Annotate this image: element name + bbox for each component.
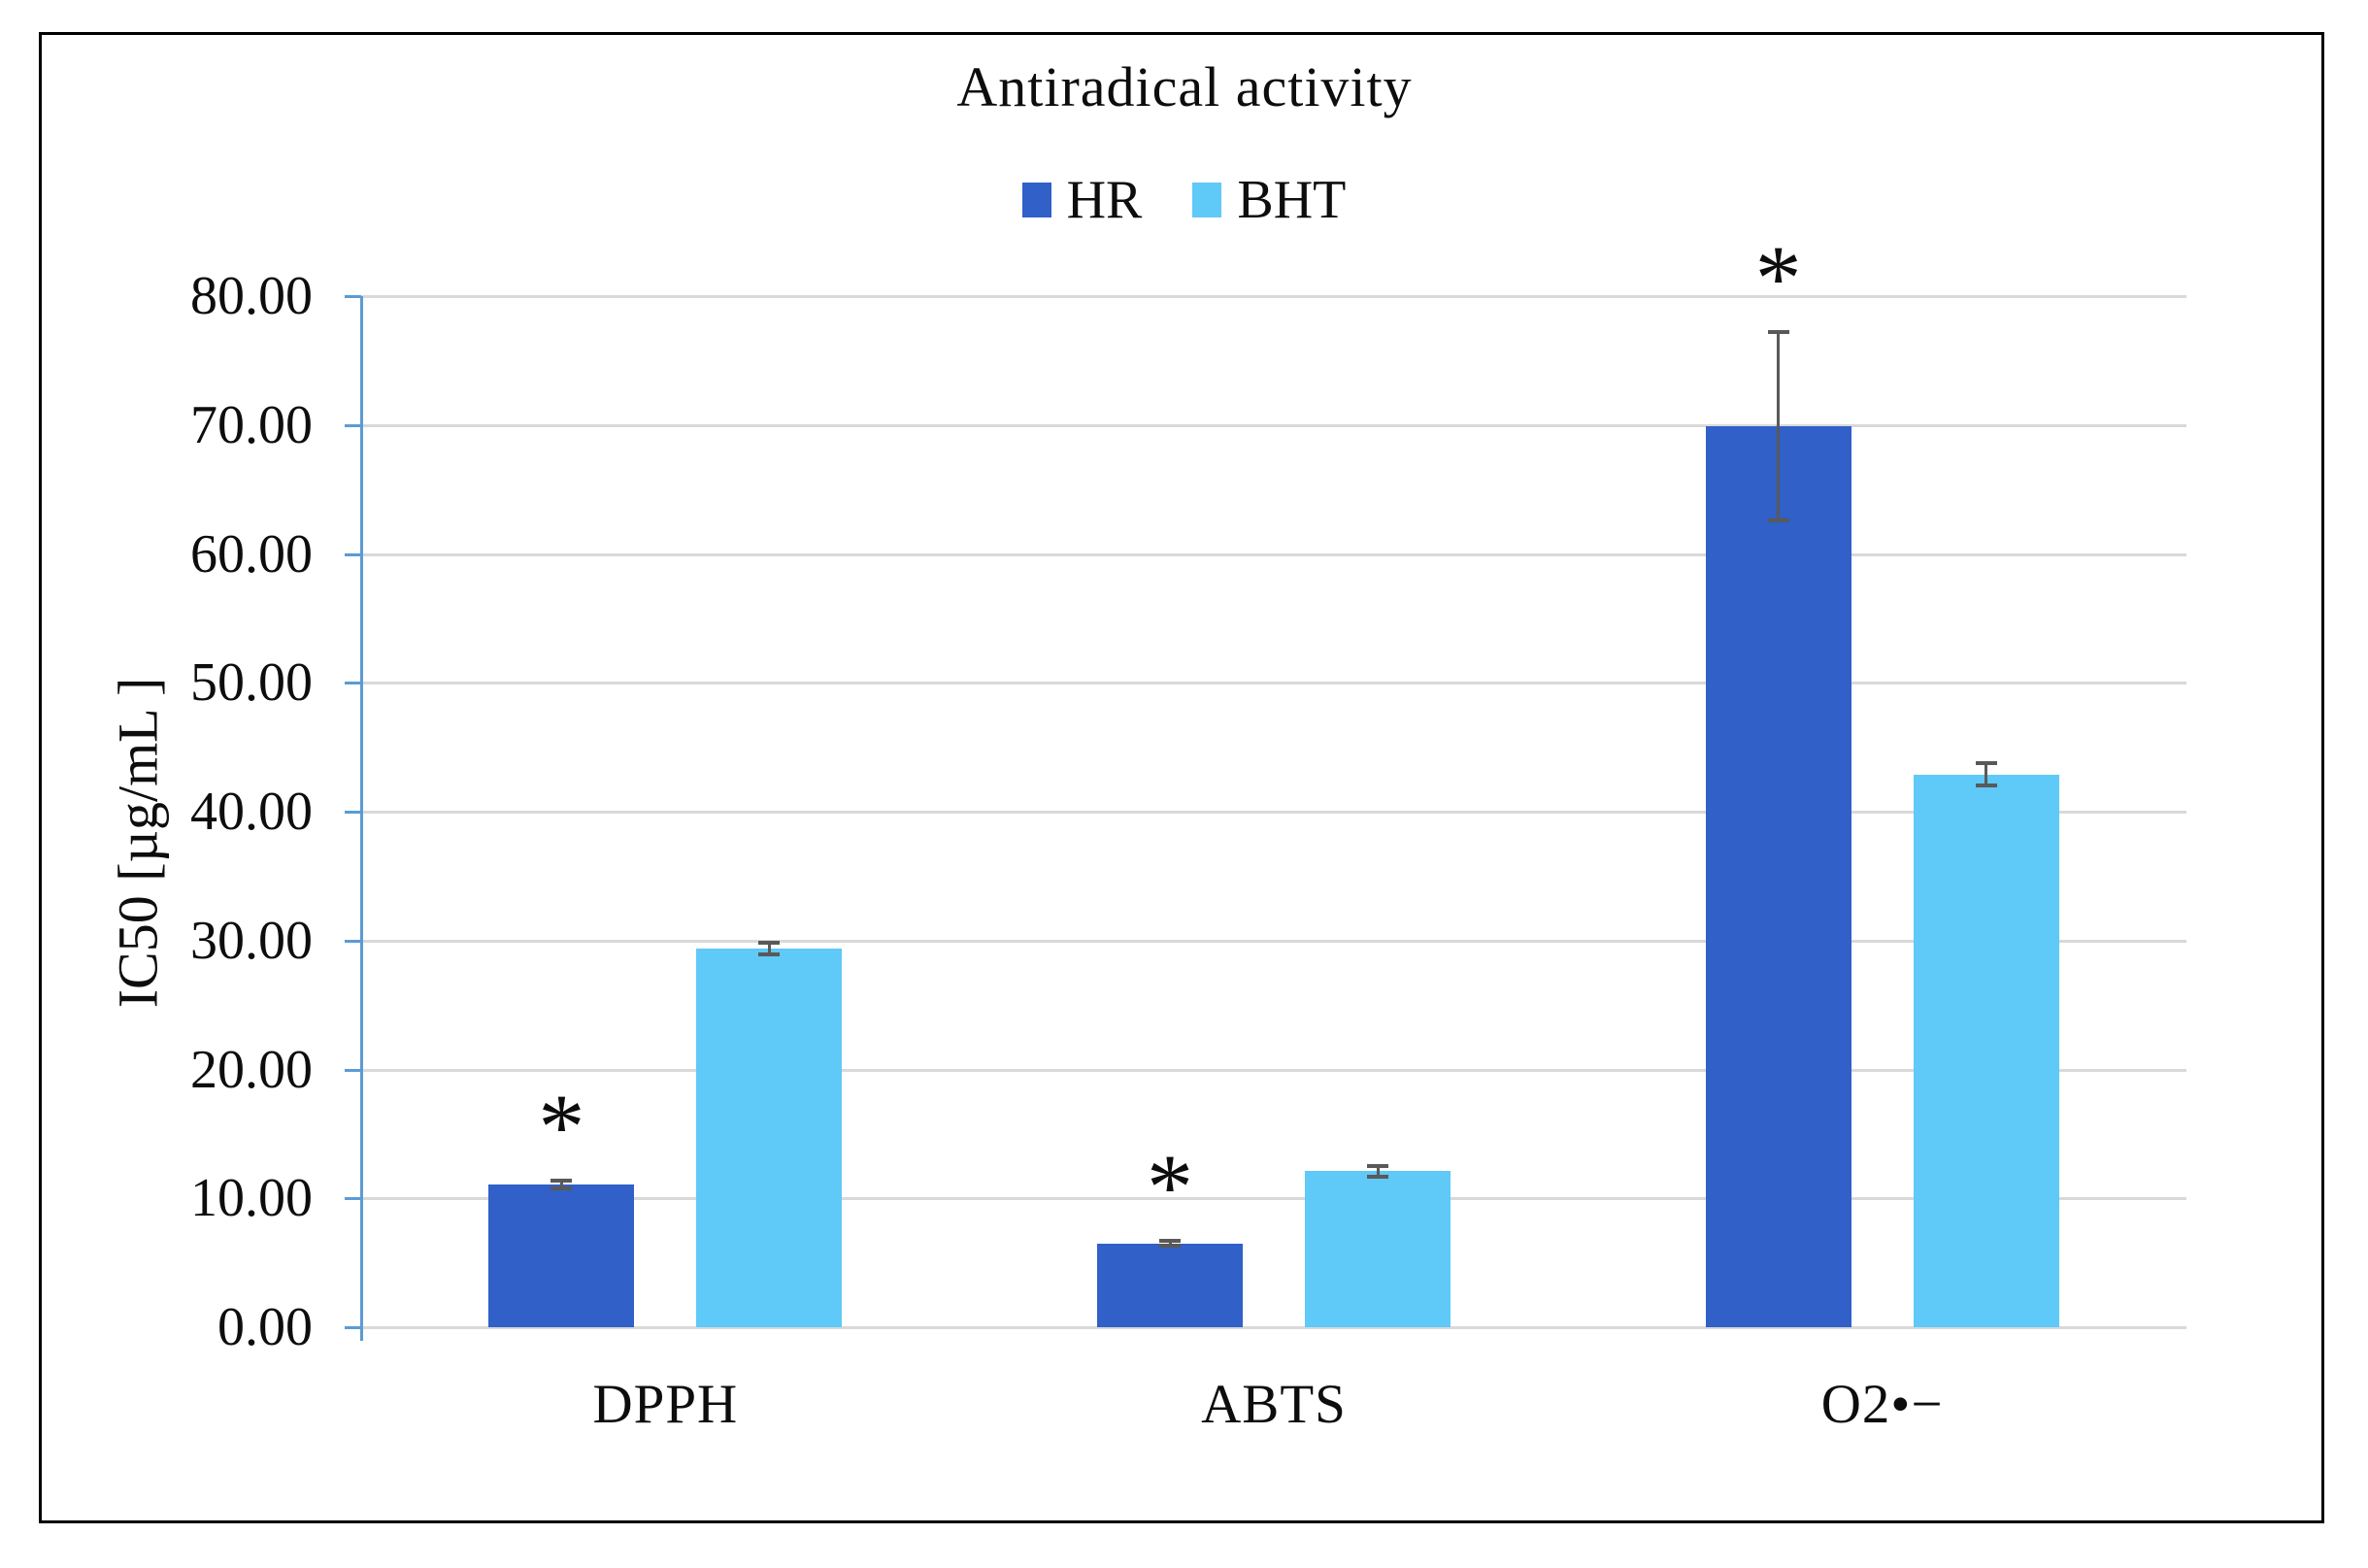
gridline-30 (361, 939, 2186, 943)
error-cap-top-bht-2 (1367, 1164, 1388, 1169)
legend-swatch-hr (1021, 183, 1051, 217)
error-cap-top-hr-3 (1767, 330, 1789, 335)
chart-title: Antiradical activity (956, 55, 1413, 118)
error-bar-bht-3 (1984, 762, 1988, 786)
bar-bht-2 (1305, 1171, 1451, 1327)
error-bar-bht-2 (1376, 1166, 1380, 1177)
gridline-70 (361, 423, 2186, 427)
error-cap-top-bht-3 (1975, 760, 1997, 765)
error-bar-hr-3 (1777, 332, 1781, 520)
legend-swatch-bht (1192, 183, 1222, 217)
error-cap-bottom-bht-1 (758, 951, 781, 956)
y-tick-label-80: 80.00 (190, 266, 313, 326)
significance-asterisk-abts: * (1147, 1135, 1193, 1240)
y-tick-label-0: 0.00 (217, 1297, 313, 1357)
error-bar-hr-1 (559, 1180, 563, 1188)
bar-bht-3 (1913, 774, 2059, 1327)
legend-item-hr: HR (1021, 170, 1143, 230)
y-axis-tick-30 (345, 939, 361, 943)
y-tick-label-70: 70.00 (190, 394, 313, 455)
gridline-40 (361, 811, 2186, 814)
y-axis-tick-60 (345, 552, 361, 556)
error-cap-bottom-hr-2 (1159, 1244, 1181, 1249)
y-tick-label-10: 10.00 (190, 1168, 313, 1229)
gridline-80 (361, 295, 2186, 298)
y-tick-label-20: 20.00 (190, 1039, 313, 1100)
gridline-10 (361, 1197, 2186, 1201)
error-cap-bottom-bht-2 (1367, 1174, 1388, 1179)
significance-asterisk-dpph: * (538, 1074, 585, 1179)
y-axis-tick-20 (345, 1068, 361, 1072)
category-label-2: ABTS (1201, 1374, 1347, 1435)
bar-hr-2 (1097, 1243, 1243, 1327)
error-cap-top-hr-2 (1159, 1239, 1181, 1244)
gridline-20 (361, 1068, 2186, 1072)
legend-label-hr: HR (1066, 170, 1143, 230)
y-tick-label-30: 30.00 (190, 910, 313, 971)
error-cap-top-hr-1 (550, 1178, 573, 1183)
category-label-1: DPPH (592, 1374, 739, 1435)
y-axis-tick-40 (345, 811, 361, 814)
legend: HR BHT (0, 173, 2368, 227)
gridline-50 (361, 682, 2186, 685)
gridline-0 (361, 1326, 2186, 1329)
bar-hr-1 (488, 1184, 635, 1327)
error-bar-bht-1 (767, 942, 771, 954)
y-axis-tick-50 (345, 682, 361, 685)
legend-label-bht: BHT (1237, 170, 1347, 230)
category-label-3: O2•− (1820, 1374, 1944, 1435)
y-axis-tick-70 (345, 423, 361, 427)
legend-item-bht: BHT (1192, 173, 1346, 227)
error-cap-bottom-hr-3 (1767, 517, 1789, 522)
y-axis-line (360, 296, 363, 1341)
bar-hr-3 (1705, 426, 1851, 1327)
y-tick-label-50: 50.00 (190, 652, 313, 714)
error-cap-top-bht-1 (758, 940, 781, 945)
bar-bht-1 (696, 948, 843, 1327)
y-axis-tick-10 (345, 1197, 361, 1201)
y-axis-tick-80 (345, 295, 361, 298)
error-cap-bottom-hr-1 (550, 1185, 573, 1190)
y-tick-label-40: 40.00 (190, 782, 313, 842)
y-axis-tick-0 (345, 1326, 361, 1329)
error-bar-hr-2 (1168, 1241, 1172, 1247)
y-tick-label-60: 60.00 (190, 523, 313, 584)
gridline-60 (361, 552, 2186, 556)
significance-asterisk-o2•−: * (1754, 226, 1802, 331)
error-cap-bottom-bht-3 (1975, 784, 1997, 788)
